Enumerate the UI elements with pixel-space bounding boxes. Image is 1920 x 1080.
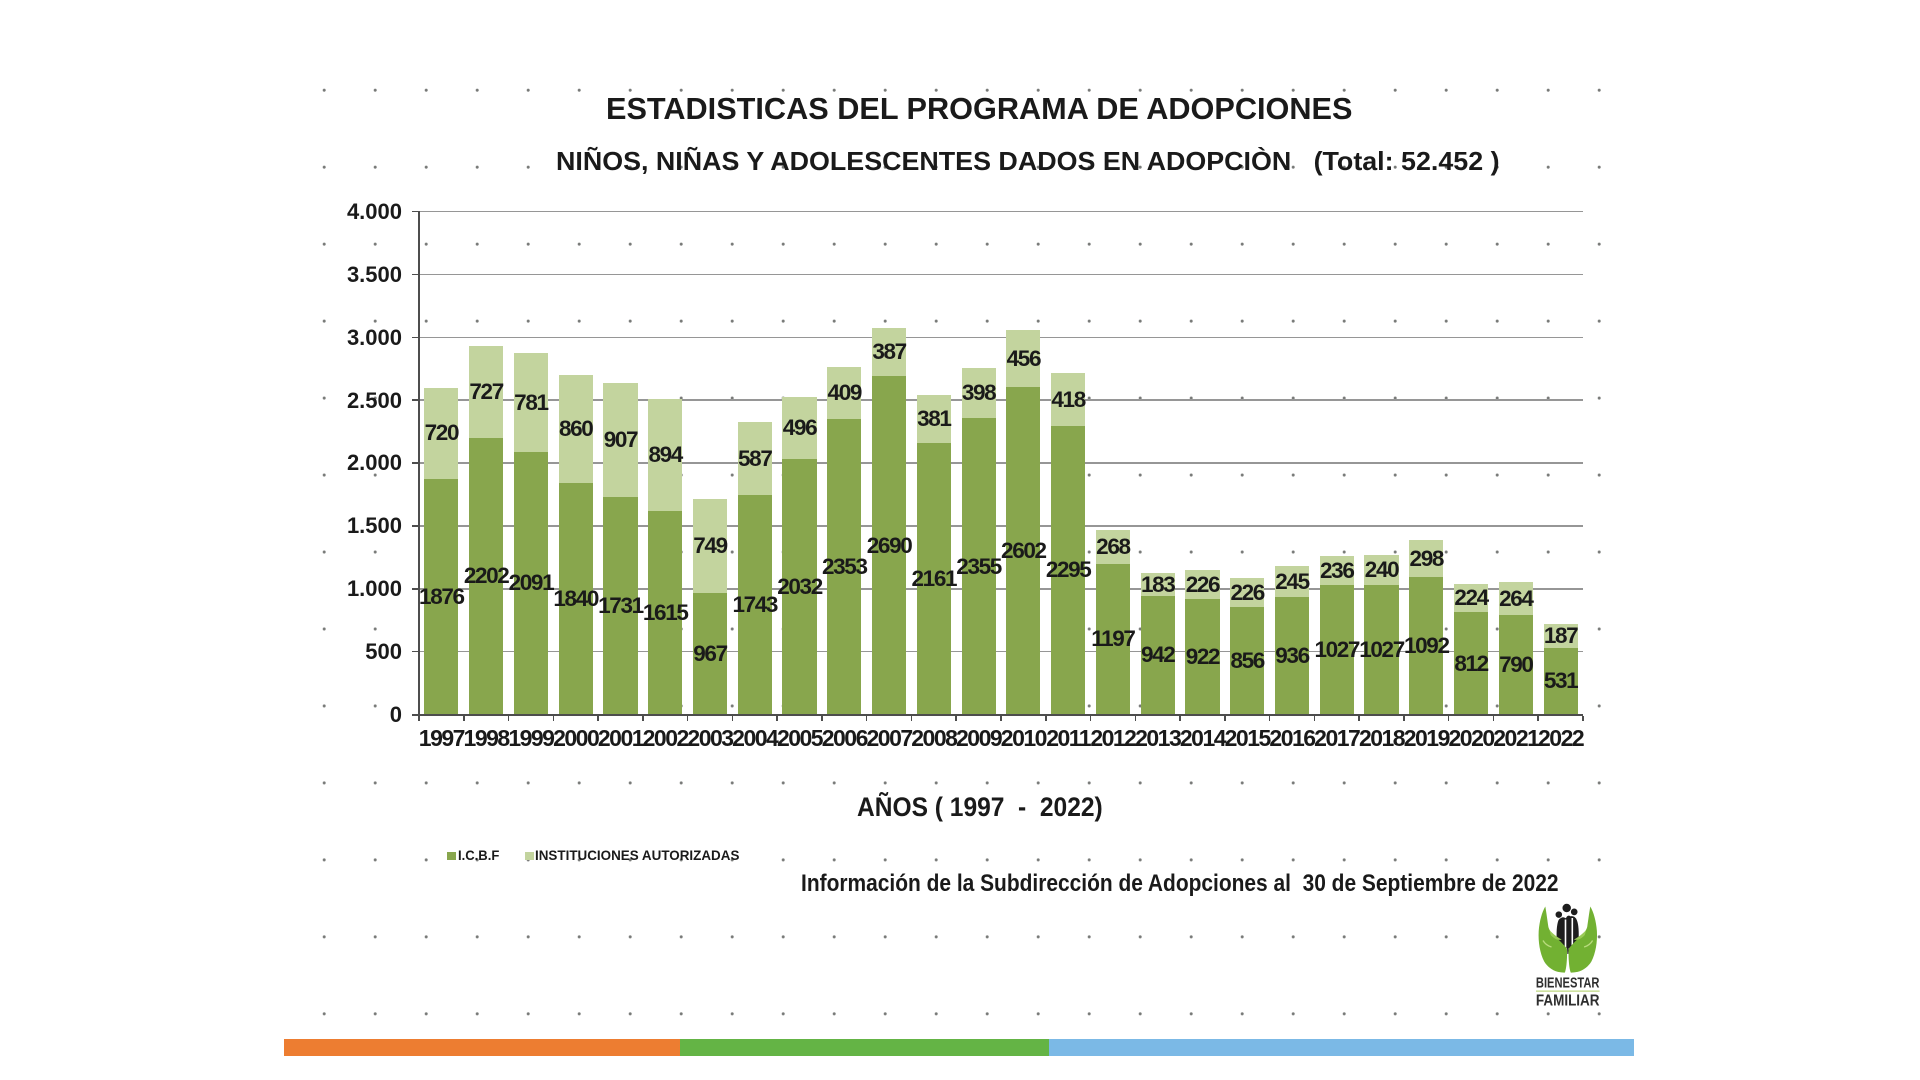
- svg-text:BIENESTAR: BIENESTAR: [1536, 976, 1600, 992]
- svg-text:FAMILIAR: FAMILIAR: [1536, 993, 1600, 1010]
